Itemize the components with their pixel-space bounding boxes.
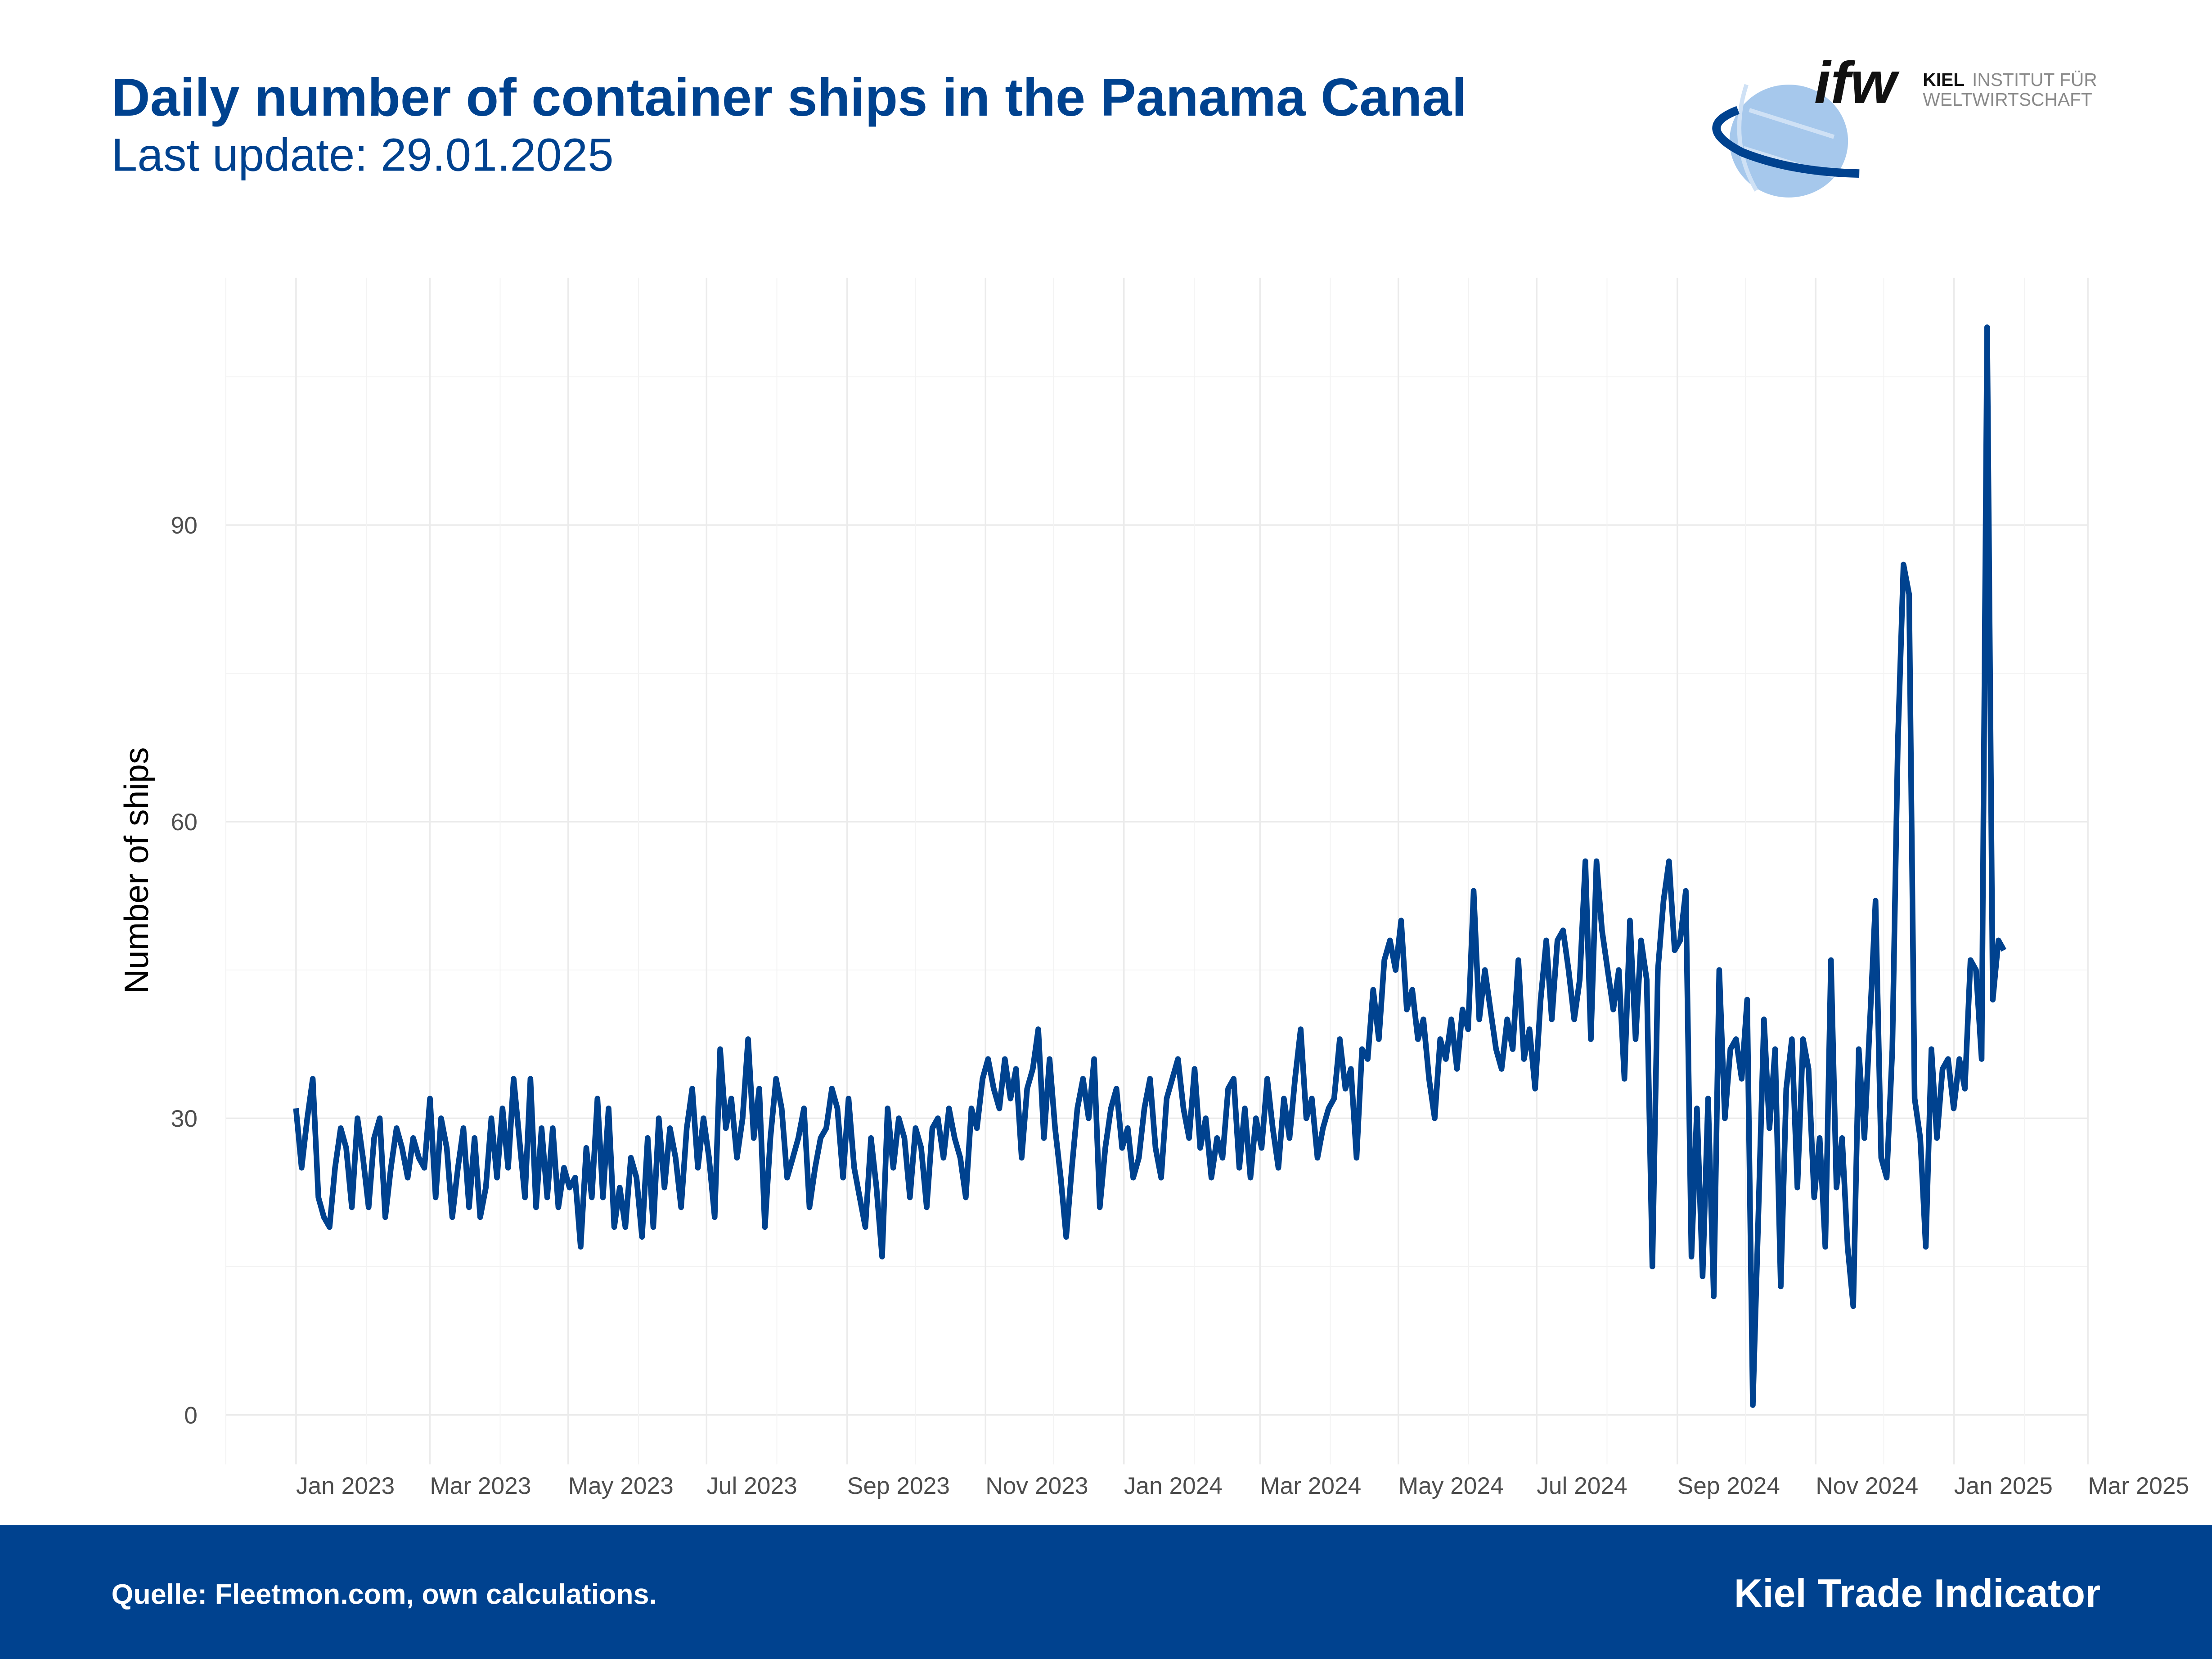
series-line <box>293 324 2007 1408</box>
y-tick-label: 0 <box>184 1402 198 1429</box>
ifw-logo: ifw KIEL INSTITUT FÜR WELTWIRTSCHAFT <box>1712 49 2097 198</box>
footer-band <box>0 1525 2212 1659</box>
x-tick-label: Jul 2024 <box>1537 1473 1627 1499</box>
logo-institut: INSTITUT FÜR <box>1972 69 2097 90</box>
last-update: Last update: 29.01.2025 <box>112 128 614 180</box>
logo-weltwirtschaft: WELTWIRTSCHAFT <box>1923 89 2092 110</box>
x-tick-label: Sep 2024 <box>1677 1473 1780 1499</box>
footer-brand: Kiel Trade Indicator <box>1734 1571 2101 1615</box>
x-tick-label: Nov 2023 <box>985 1473 1088 1499</box>
x-tick-label: Mar 2024 <box>1260 1473 1361 1499</box>
x-tick-label: Jul 2023 <box>706 1473 797 1499</box>
x-tick-label: Mar 2023 <box>430 1473 531 1499</box>
y-tick-label: 90 <box>171 513 198 539</box>
logo-mark: ifw <box>1814 49 1900 116</box>
x-tick-label: Jan 2023 <box>296 1473 395 1499</box>
y-axis-ticks: 0 30 60 90 <box>171 513 198 1429</box>
logo-kiel: KIEL <box>1923 69 1965 90</box>
x-tick-label: Nov 2024 <box>1816 1473 1918 1499</box>
y-axis-label: Number of ships <box>117 747 155 994</box>
x-tick-label: Jan 2024 <box>1124 1473 1223 1499</box>
x-tick-label: Sep 2023 <box>847 1473 950 1499</box>
y-tick-label: 30 <box>171 1106 198 1132</box>
x-tick-label: May 2024 <box>1398 1473 1504 1499</box>
x-axis-ticks: Jan 2023 Mar 2023 May 2023 Jul 2023 Sep 2023… <box>296 1473 2189 1499</box>
orbit-swoosh-icon <box>1712 106 1860 178</box>
source-note: Quelle: Fleetmon.com, own calculations. <box>112 1579 657 1610</box>
x-tick-label: Mar 2025 <box>2088 1473 2189 1499</box>
grid <box>225 278 2089 1465</box>
x-tick-label: Jan 2025 <box>1954 1473 2053 1499</box>
x-tick-label: May 2023 <box>568 1473 674 1499</box>
y-tick-label: 60 <box>171 809 198 836</box>
chart-title: Daily number of container ships in the P… <box>112 67 1467 127</box>
